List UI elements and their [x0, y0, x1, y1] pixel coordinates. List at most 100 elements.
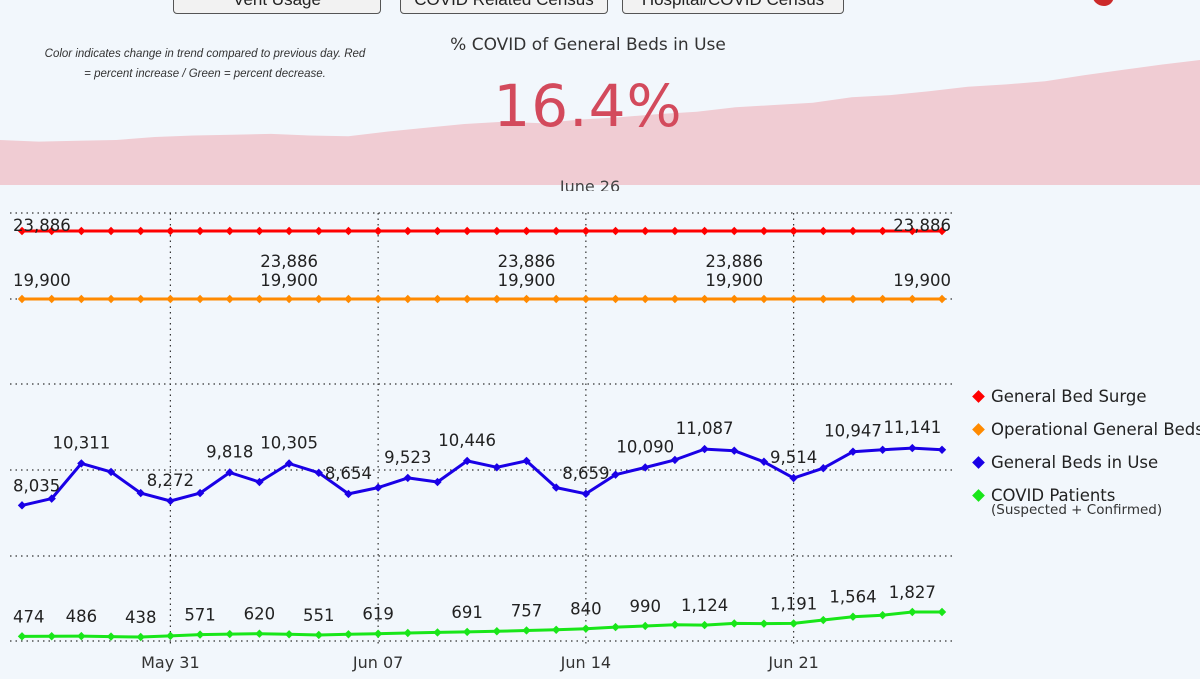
data-point[interactable]: [819, 464, 828, 473]
data-point[interactable]: [255, 294, 264, 304]
data-point[interactable]: [908, 226, 917, 236]
data-point[interactable]: [462, 456, 472, 466]
data-point[interactable]: [819, 294, 828, 304]
data-point[interactable]: [551, 483, 561, 492]
data-point[interactable]: [255, 477, 264, 487]
data-point[interactable]: [373, 226, 383, 236]
data-point[interactable]: [759, 294, 769, 304]
data-point[interactable]: [581, 294, 591, 304]
data-point[interactable]: [641, 463, 650, 472]
data-point[interactable]: [433, 628, 442, 637]
data-point[interactable]: [611, 226, 620, 236]
data-point[interactable]: [878, 294, 887, 304]
data-point[interactable]: [344, 489, 353, 499]
data-point[interactable]: [284, 630, 294, 639]
data-point[interactable]: [819, 226, 828, 236]
data-point[interactable]: [47, 494, 56, 503]
data-point[interactable]: [17, 501, 27, 510]
data-point[interactable]: [195, 630, 205, 639]
data-point[interactable]: [284, 459, 294, 468]
data-point[interactable]: [47, 632, 56, 641]
data-point[interactable]: [937, 445, 947, 454]
data-point[interactable]: [878, 445, 887, 454]
data-point[interactable]: [492, 627, 502, 636]
data-point[interactable]: [789, 226, 798, 236]
data-point[interactable]: [344, 630, 353, 639]
data-point[interactable]: [136, 294, 145, 304]
data-point[interactable]: [17, 294, 27, 304]
data-point[interactable]: [314, 226, 323, 236]
data-point[interactable]: [373, 629, 383, 638]
data-point[interactable]: [611, 470, 620, 479]
data-point[interactable]: [551, 625, 561, 634]
data-point[interactable]: [433, 294, 442, 304]
data-point[interactable]: [492, 226, 502, 236]
data-point[interactable]: [670, 455, 680, 465]
data-point[interactable]: [551, 294, 561, 304]
data-point[interactable]: [937, 607, 947, 617]
data-point[interactable]: [166, 496, 175, 506]
data-point[interactable]: [908, 294, 917, 304]
data-point[interactable]: [611, 294, 620, 304]
data-point[interactable]: [848, 612, 858, 621]
data-point[interactable]: [819, 615, 828, 625]
data-point[interactable]: [225, 226, 234, 236]
data-point[interactable]: [730, 446, 739, 455]
data-point[interactable]: [166, 226, 175, 236]
data-point[interactable]: [581, 226, 591, 236]
data-point[interactable]: [403, 294, 413, 304]
data-point[interactable]: [17, 632, 27, 641]
data-point[interactable]: [641, 294, 650, 304]
legend-item-operational-general-beds[interactable]: Operational General Beds: [970, 413, 1200, 446]
data-point[interactable]: [937, 226, 947, 236]
data-point[interactable]: [759, 457, 769, 466]
data-point[interactable]: [136, 632, 145, 642]
data-point[interactable]: [522, 294, 531, 304]
data-point[interactable]: [492, 294, 502, 304]
data-point[interactable]: [581, 624, 591, 633]
data-point[interactable]: [314, 294, 323, 304]
data-point[interactable]: [878, 226, 887, 236]
data-point[interactable]: [462, 294, 472, 304]
data-point[interactable]: [641, 621, 650, 631]
data-point[interactable]: [789, 473, 798, 483]
data-point[interactable]: [106, 467, 116, 477]
data-point[interactable]: [314, 630, 323, 640]
data-point[interactable]: [759, 619, 769, 628]
data-point[interactable]: [641, 226, 650, 236]
data-point[interactable]: [462, 226, 472, 236]
data-point[interactable]: [284, 294, 294, 304]
data-point[interactable]: [403, 226, 413, 236]
data-point[interactable]: [106, 226, 116, 236]
data-point[interactable]: [344, 294, 353, 304]
data-point[interactable]: [700, 620, 709, 630]
data-point[interactable]: [106, 294, 116, 304]
covid-related-census-button[interactable]: COVID Related Census: [400, 0, 608, 14]
data-point[interactable]: [700, 226, 709, 236]
data-point[interactable]: [937, 294, 947, 304]
data-point[interactable]: [611, 622, 620, 632]
data-point[interactable]: [522, 456, 531, 466]
data-point[interactable]: [908, 443, 917, 453]
data-point[interactable]: [730, 294, 739, 304]
data-point[interactable]: [522, 226, 531, 236]
data-point[interactable]: [255, 226, 264, 236]
data-point[interactable]: [284, 226, 294, 236]
data-point[interactable]: [77, 226, 86, 236]
data-point[interactable]: [848, 294, 858, 304]
data-point[interactable]: [47, 294, 56, 304]
data-point[interactable]: [492, 463, 502, 472]
data-point[interactable]: [403, 628, 413, 638]
data-point[interactable]: [166, 294, 175, 304]
data-point[interactable]: [551, 226, 561, 236]
data-point[interactable]: [314, 468, 323, 478]
data-point[interactable]: [136, 488, 145, 498]
data-point[interactable]: [670, 294, 680, 304]
data-point[interactable]: [700, 444, 709, 454]
data-point[interactable]: [878, 610, 887, 620]
data-point[interactable]: [848, 226, 858, 236]
legend-item-covid-patients[interactable]: COVID Patients: [970, 479, 1200, 512]
data-point[interactable]: [373, 294, 383, 304]
data-point[interactable]: [789, 619, 798, 628]
data-point[interactable]: [759, 226, 769, 236]
